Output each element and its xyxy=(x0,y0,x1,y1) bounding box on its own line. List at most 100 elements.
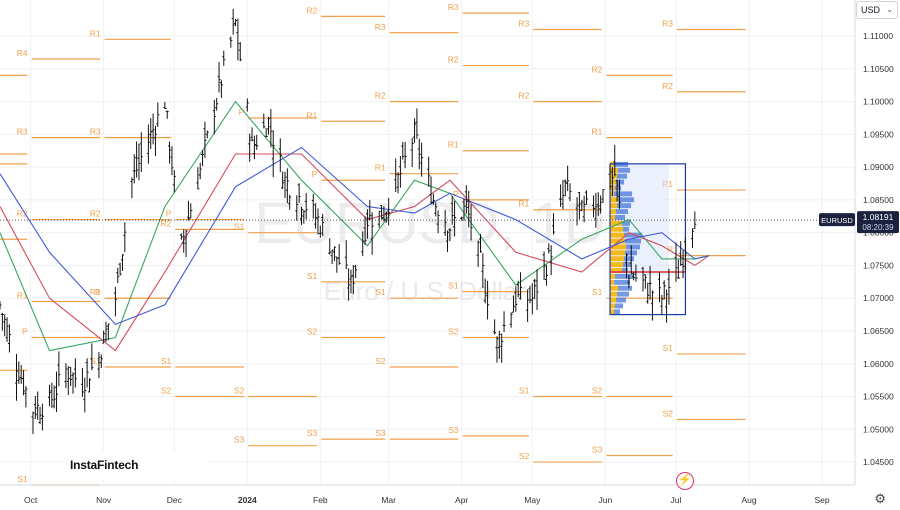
pivot-label: R2 xyxy=(306,5,317,15)
time-tick-label: Feb xyxy=(313,495,328,505)
price-tick-label: 1.05000 xyxy=(863,424,894,434)
price-bar xyxy=(403,141,407,169)
price-bar xyxy=(575,197,579,226)
price-bar xyxy=(344,240,348,270)
vp-bar xyxy=(610,291,618,297)
vp-bar xyxy=(622,220,631,226)
price-bar xyxy=(526,289,530,322)
pivot-label: R2 xyxy=(90,209,101,219)
chart-grid xyxy=(0,0,855,485)
time-tick-label: Jun xyxy=(598,495,612,505)
price-bar xyxy=(382,206,386,222)
price-bar xyxy=(31,411,35,434)
price-tick-label: 1.06000 xyxy=(863,359,894,369)
price-tick-label: 1.05500 xyxy=(863,392,894,402)
price-bar xyxy=(219,80,223,98)
vp-bar xyxy=(610,279,615,285)
price-bar xyxy=(354,264,358,279)
price-bar xyxy=(83,377,87,413)
price-bar xyxy=(514,286,518,312)
price-bar xyxy=(450,196,454,225)
price-bar xyxy=(118,262,122,276)
price-bar xyxy=(153,125,157,156)
price-bar xyxy=(168,141,172,164)
gear-icon[interactable]: ⚙ xyxy=(874,491,886,506)
vp-bar xyxy=(610,268,623,274)
price-tick-label: 1.10000 xyxy=(863,97,894,107)
pivot-label: S1 xyxy=(592,287,603,297)
price-bar xyxy=(462,198,466,221)
price-bar xyxy=(120,254,124,272)
price-bar xyxy=(469,204,473,241)
pivot-label: R2 xyxy=(375,91,386,101)
price-bar xyxy=(267,116,271,135)
price-bar xyxy=(398,156,402,188)
price-bar xyxy=(170,146,174,176)
price-bar xyxy=(690,228,694,248)
price-bar xyxy=(674,242,678,282)
vp-bar xyxy=(623,226,630,232)
pivot-label: S1 xyxy=(519,386,530,396)
price-bar xyxy=(530,283,534,315)
pivot-label: S1 xyxy=(375,287,386,297)
vp-bar xyxy=(610,256,625,262)
price-bar xyxy=(577,191,581,220)
last-price-value: 1.08191 xyxy=(863,212,894,222)
pivot-label: R3 xyxy=(518,18,529,28)
time-tick-label: Aug xyxy=(741,495,756,505)
price-bar xyxy=(547,243,551,254)
price-tick-label: 1.04500 xyxy=(863,457,894,467)
price-bar xyxy=(502,311,506,333)
pivot-label: R3 xyxy=(90,127,101,137)
price-bar xyxy=(368,200,372,221)
pivot-label: S2 xyxy=(448,327,459,337)
price-bar xyxy=(415,108,419,139)
price-bar xyxy=(460,216,464,221)
vp-bar xyxy=(617,173,628,179)
pivot-label: S3 xyxy=(375,428,386,438)
pivot-label: P xyxy=(667,245,673,255)
price-bar xyxy=(679,241,683,266)
price-bar xyxy=(337,244,341,265)
vp-bar xyxy=(614,309,621,315)
vp-bar xyxy=(610,232,625,238)
price-tick-label: 1.07000 xyxy=(863,293,894,303)
price-bar xyxy=(662,280,666,300)
price-bar xyxy=(302,209,306,224)
price-bar xyxy=(271,130,275,178)
price-bar xyxy=(641,266,645,292)
price-bar xyxy=(57,351,61,387)
vp-bar xyxy=(610,220,623,226)
price-bar xyxy=(544,264,548,286)
price-bar xyxy=(601,189,605,203)
currency-select[interactable]: USD ⌄ xyxy=(856,1,898,19)
price-bar xyxy=(453,200,457,237)
pivot-label: S3 xyxy=(307,428,318,438)
vp-bar xyxy=(616,209,629,215)
price-bar xyxy=(71,372,75,394)
lightning-icon[interactable]: ⚡ xyxy=(676,472,694,490)
pivot-label: R3 xyxy=(17,127,28,137)
price-bar xyxy=(179,233,183,240)
price-bar xyxy=(427,156,431,187)
price-bar xyxy=(248,133,252,162)
price-bar xyxy=(448,228,452,242)
price-bar xyxy=(0,301,2,310)
price-bar xyxy=(229,36,233,48)
pivot-label: S3 xyxy=(448,425,459,435)
price-bar xyxy=(596,192,600,216)
pivot-label: S2 xyxy=(375,356,386,366)
price-bar xyxy=(238,42,242,62)
price-bar xyxy=(568,183,572,202)
price-bar xyxy=(648,265,652,300)
price-bar xyxy=(102,330,106,344)
vp-bar xyxy=(625,238,642,244)
price-bar xyxy=(387,197,391,226)
price-bar xyxy=(7,324,11,353)
pivot-label: S1 xyxy=(307,271,318,281)
price-bar xyxy=(189,203,193,219)
price-bar xyxy=(446,230,450,252)
moving-average-line xyxy=(0,153,710,352)
price-bar xyxy=(69,366,73,387)
